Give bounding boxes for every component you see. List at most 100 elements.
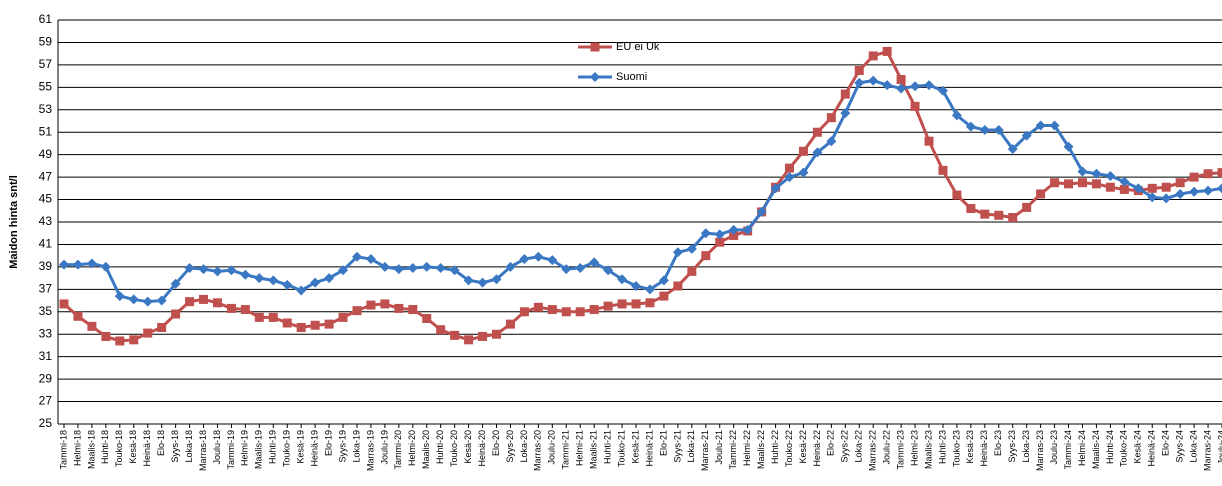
marker <box>213 298 222 307</box>
x-tick-label: Helmi-20 <box>407 430 417 466</box>
y-tick-label: 53 <box>39 102 53 116</box>
x-tick-label: Touko-18 <box>114 430 124 467</box>
x-tick-label: Marras-21 <box>700 430 710 471</box>
marker <box>283 319 292 328</box>
marker <box>422 314 431 323</box>
legend-label: EU ei Uk <box>616 41 660 53</box>
y-tick-label: 47 <box>39 169 53 183</box>
marker <box>938 166 947 175</box>
marker <box>645 298 654 307</box>
x-tick-label: Elo-23 <box>993 430 1003 456</box>
x-tick-label: Heinä-24 <box>1147 430 1157 467</box>
marker <box>240 270 250 280</box>
marker <box>101 262 111 272</box>
marker <box>1078 178 1087 187</box>
marker <box>352 306 361 315</box>
series-line <box>64 51 1222 341</box>
marker <box>980 210 989 219</box>
x-tick-label: Syys-22 <box>840 430 850 463</box>
x-tick-label: Tammi-18 <box>58 430 68 470</box>
marker <box>73 260 83 270</box>
marker <box>297 323 306 332</box>
marker <box>1203 186 1213 196</box>
x-tick-label: Marras-19 <box>365 430 375 471</box>
marker <box>841 90 850 99</box>
y-tick-label: 41 <box>39 237 53 251</box>
x-tick-label: Heinä-22 <box>812 430 822 467</box>
x-tick-label: Maalis-19 <box>254 430 264 469</box>
marker <box>129 335 138 344</box>
x-tick-label: Marras-20 <box>533 430 543 471</box>
x-tick-label: Loka-18 <box>184 430 194 463</box>
x-tick-label: Joulu-22 <box>882 430 892 465</box>
marker <box>533 252 543 262</box>
x-tick-label: Maalis-23 <box>923 430 933 469</box>
x-tick-label: Tammi-19 <box>226 430 236 470</box>
marker <box>966 204 975 213</box>
marker <box>73 312 82 321</box>
x-tick-label: Heinä-20 <box>477 430 487 467</box>
marker <box>575 263 585 273</box>
x-tick-label: Touko-19 <box>282 430 292 467</box>
x-tick-label: Maalis-21 <box>589 430 599 469</box>
marker <box>562 307 571 316</box>
x-tick-label: Loka-22 <box>854 430 864 463</box>
marker <box>101 332 110 341</box>
marker <box>659 292 668 301</box>
marker <box>478 332 487 341</box>
x-tick-label: Joulu-20 <box>547 430 557 465</box>
marker <box>1064 179 1073 188</box>
x-tick-label: Huhti-18 <box>100 430 110 464</box>
marker <box>827 113 836 122</box>
marker <box>282 280 292 290</box>
marker <box>268 275 278 285</box>
y-tick-label: 31 <box>39 349 53 363</box>
marker <box>325 320 334 329</box>
x-tick-label: Helmi-21 <box>575 430 585 466</box>
x-tick-label: Syys-21 <box>672 430 682 463</box>
y-tick-label: 29 <box>39 371 53 385</box>
x-tick-label: Joulu-21 <box>714 430 724 465</box>
x-tick-label: Loka-20 <box>519 430 529 463</box>
x-tick-label: Touko-22 <box>784 430 794 467</box>
y-tick-label: 61 <box>39 12 53 26</box>
marker <box>143 297 153 307</box>
x-tick-label: Huhti-22 <box>770 430 780 464</box>
x-tick-label: Syys-23 <box>1007 430 1017 463</box>
x-tick-label: Marras-23 <box>1035 430 1045 471</box>
y-tick-label: 35 <box>39 304 53 318</box>
marker <box>1161 193 1171 203</box>
marker <box>1190 173 1199 182</box>
marker <box>478 278 488 288</box>
x-tick-label: Joulu-18 <box>212 430 222 465</box>
x-tick-label: Helmi-23 <box>909 430 919 466</box>
y-tick-label: 25 <box>39 416 53 430</box>
marker <box>212 266 222 276</box>
x-tick-label: Helmi-24 <box>1077 430 1087 466</box>
x-tick-label: Syys-20 <box>505 430 515 463</box>
x-tick-label: Helmi-18 <box>72 430 82 466</box>
legend-marker <box>591 43 600 52</box>
marker <box>994 211 1003 220</box>
x-tick-label: Joulu-23 <box>1049 430 1059 465</box>
x-tick-label: Maalis-22 <box>756 430 766 469</box>
marker <box>590 305 599 314</box>
marker <box>1204 169 1213 178</box>
marker <box>687 267 696 276</box>
marker <box>492 330 501 339</box>
marker <box>436 325 445 334</box>
marker <box>143 329 152 338</box>
marker <box>632 299 641 308</box>
marker <box>883 47 892 56</box>
marker <box>924 80 934 90</box>
marker <box>506 320 515 329</box>
x-tick-label: Touko-23 <box>951 430 961 467</box>
x-tick-label: Elo-22 <box>826 430 836 456</box>
x-tick-label: Marras-22 <box>868 430 878 471</box>
marker <box>227 304 236 313</box>
x-tick-label: Tammi-23 <box>895 430 905 470</box>
x-tick-label: Maalis-18 <box>86 430 96 469</box>
y-tick-label: 57 <box>39 57 53 71</box>
x-tick-label: Syys-24 <box>1175 430 1185 463</box>
marker <box>910 81 920 91</box>
